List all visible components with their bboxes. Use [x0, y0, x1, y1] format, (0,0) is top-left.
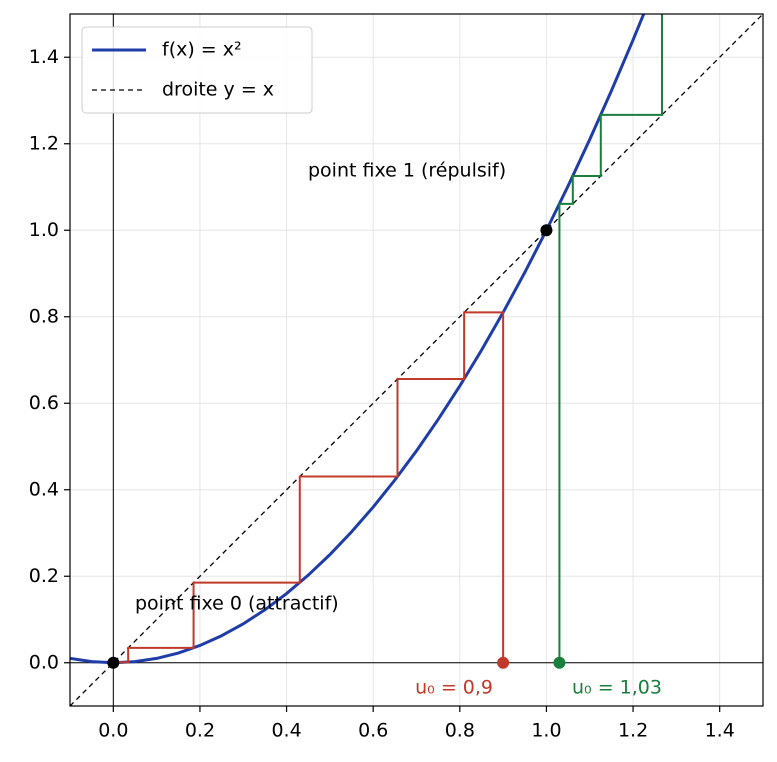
x-tick-label: 0.2	[185, 720, 215, 742]
x-tick-label: 1.4	[705, 720, 735, 742]
x-tick-label: 0.6	[358, 720, 388, 742]
x-tick-label: 0.4	[271, 720, 301, 742]
y-tick-label: 0.8	[29, 305, 59, 327]
y-tick-label: 0.2	[29, 565, 59, 587]
annotation: point fixe 1 (répulsif)	[308, 160, 506, 182]
point	[107, 656, 120, 669]
x-tick-label: 1.0	[531, 720, 561, 742]
grid	[70, 14, 763, 706]
annotation: u₀ = 0,9	[415, 677, 493, 699]
x-tick-label: 0.0	[98, 720, 128, 742]
series-line	[70, 14, 646, 665]
legend-label: f(x) = x²	[162, 39, 242, 61]
point	[497, 656, 510, 669]
ticks: 0.0 0.2 0.4 0.6 0.8 1.0 1.2 1.4 0.0 0.2 0.4 0.6 0.8 1…	[29, 46, 735, 742]
x-tick-label: 1.2	[618, 720, 648, 742]
annotations: point fixe 0 (attractif) point fixe 1 (ré…	[135, 160, 662, 699]
annotation: point fixe 0 (attractif)	[135, 593, 339, 615]
point	[553, 656, 566, 669]
y-tick-label: 1.2	[29, 132, 59, 154]
y-tick-label: 1.0	[29, 219, 59, 241]
legend-label: droite y = x	[162, 79, 274, 101]
plot-frame	[69, 13, 764, 707]
x-tick-label: 0.8	[445, 720, 475, 742]
y-tick-label: 1.4	[29, 46, 59, 68]
series-line	[70, 14, 763, 706]
series-line	[113, 311, 505, 664]
legend: f(x) = x² droite y = x	[81, 26, 313, 114]
annotation: u₀ = 1,03	[572, 677, 662, 699]
plot-area	[70, 14, 763, 706]
y-tick-label: 0.6	[29, 392, 59, 414]
series-line	[558, 14, 663, 663]
point	[540, 224, 553, 237]
y-tick-label: 0.0	[29, 651, 59, 673]
y-tick-label: 0.4	[29, 478, 59, 500]
